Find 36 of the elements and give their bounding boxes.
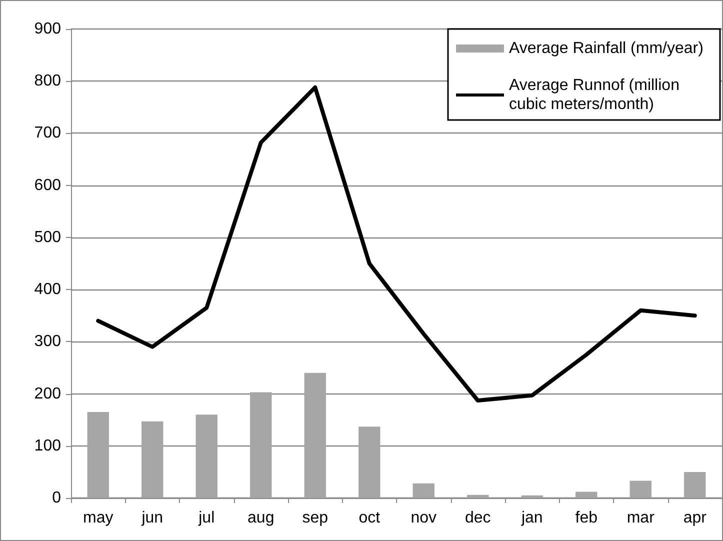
bar xyxy=(576,492,598,498)
x-tick-label: mar xyxy=(626,510,656,526)
y-tick-label: 600 xyxy=(34,176,62,194)
bar xyxy=(304,372,326,498)
y-tick-label: 900 xyxy=(34,20,62,38)
x-tick-label: dec xyxy=(464,510,491,526)
bar xyxy=(250,392,272,498)
bar xyxy=(467,494,489,498)
legend-label: Average Rainfall (mm/year) xyxy=(509,40,704,57)
bar xyxy=(142,421,164,498)
bar xyxy=(358,426,380,498)
y-tick-label: 200 xyxy=(34,385,62,402)
legend-label: Average Runnof (million cubic meters/month) xyxy=(509,77,684,113)
x-tick-label: jul xyxy=(198,510,215,526)
y-tick-label: 800 xyxy=(34,72,62,90)
bar xyxy=(630,480,652,498)
bar xyxy=(684,472,706,498)
x-tick-label: may xyxy=(83,510,114,526)
x-tick-label: feb xyxy=(575,510,598,526)
y-tick-label: 0 xyxy=(52,490,62,506)
y-tick-label: 400 xyxy=(34,281,62,298)
x-tick-label: jun xyxy=(140,510,164,526)
bar xyxy=(521,495,543,498)
y-tick-label: 500 xyxy=(34,228,62,246)
x-tick-label: apr xyxy=(683,510,708,526)
x-tick-label: jan xyxy=(520,510,543,526)
x-tick-label: aug xyxy=(248,510,274,526)
y-tick-label: 700 xyxy=(34,124,62,142)
y-tick-label: 100 xyxy=(34,437,62,454)
bar xyxy=(196,414,218,498)
y-tick-label: 300 xyxy=(34,333,62,350)
x-tick-label: sep xyxy=(302,510,328,526)
bar xyxy=(412,483,434,498)
x-tick-label: nov xyxy=(410,510,437,526)
x-tick-label: oct xyxy=(358,510,381,526)
bar xyxy=(87,412,109,498)
